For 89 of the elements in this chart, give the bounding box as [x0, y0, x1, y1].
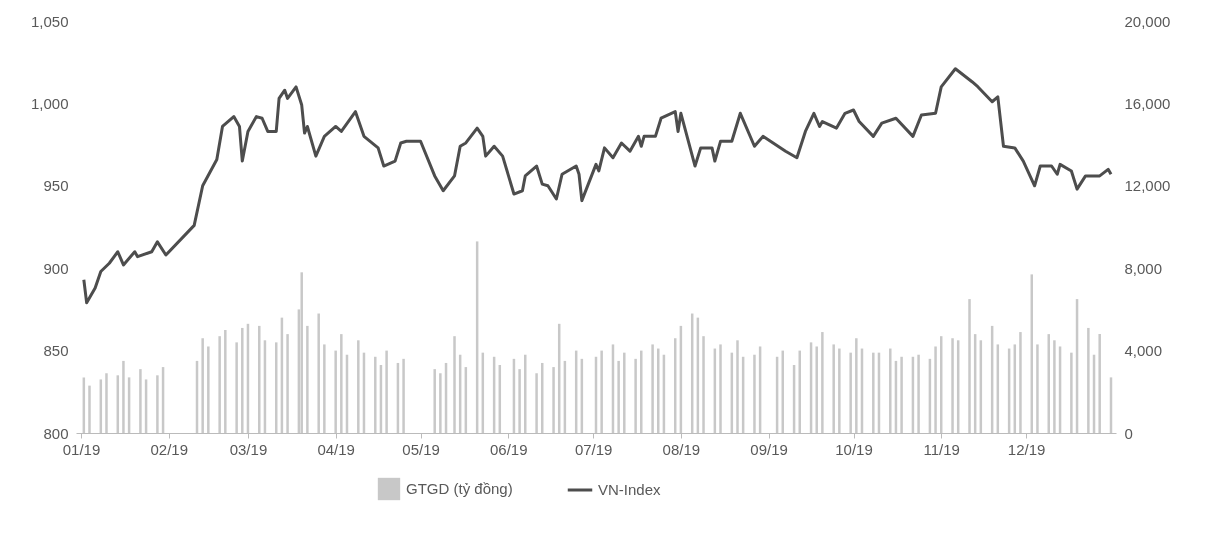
bar [798, 350, 801, 433]
bar [821, 332, 824, 433]
bar [535, 373, 538, 433]
bar [1070, 352, 1073, 433]
line-series [82, 67, 1113, 305]
bar [917, 354, 920, 433]
bar [317, 313, 320, 433]
bar [951, 338, 954, 433]
bar [258, 325, 261, 433]
x-tick-label: 11/19 [923, 440, 960, 458]
bar [855, 338, 858, 433]
bar [357, 340, 360, 433]
bar [552, 367, 555, 433]
x-tick-label: 09/19 [750, 440, 788, 458]
bar [402, 358, 405, 433]
bar [1098, 334, 1101, 433]
bar [139, 369, 142, 433]
x-tick-label: 01/19 [62, 440, 101, 458]
bar [306, 325, 309, 433]
bar [374, 356, 377, 433]
bar [105, 373, 108, 433]
bar [838, 348, 841, 433]
bar [640, 350, 643, 433]
bar [634, 358, 637, 433]
bar [524, 354, 527, 433]
bar [518, 369, 521, 433]
bar [1019, 332, 1022, 433]
x-tick-label: 07/19 [574, 440, 613, 458]
bar [439, 373, 442, 433]
x-tick-label: 02/19 [150, 440, 188, 458]
bar [889, 348, 892, 433]
y2-tick-label: 12,000 [1124, 177, 1171, 195]
bar [968, 299, 971, 433]
x-tick-label: 10/19 [835, 440, 873, 458]
legend-label: GTGD (tỷ đồng) [406, 480, 513, 497]
bar [1087, 327, 1090, 433]
y2-tick-label: 8,000 [1124, 259, 1163, 277]
bar [651, 344, 654, 433]
y2-tick-label: 20,000 [1124, 12, 1171, 30]
y2-tick-label: 0 [1124, 424, 1133, 442]
y2-tick-label: 16,000 [1124, 94, 1171, 112]
bar [207, 346, 210, 433]
bar [753, 354, 756, 433]
bar [617, 360, 620, 433]
y-tick-label: 900 [43, 259, 69, 277]
bar [600, 350, 603, 433]
x-tick-label: 03/19 [229, 440, 268, 458]
bar [88, 385, 91, 433]
bar [849, 352, 852, 433]
bar [122, 360, 125, 433]
bar [1036, 344, 1039, 433]
bar [657, 348, 660, 433]
legend-label: VN-Index [598, 481, 662, 498]
bar [433, 369, 436, 433]
y-tick-label: 1,000 [30, 94, 69, 112]
bar [218, 336, 221, 433]
y2-tick-label: 4,000 [1124, 342, 1163, 360]
bar [241, 327, 244, 433]
y-tick-label: 800 [43, 424, 69, 442]
x-tick-label: 08/19 [662, 440, 701, 458]
bar [623, 352, 626, 433]
bar [702, 336, 705, 433]
bar [1053, 340, 1056, 433]
bar [872, 352, 875, 433]
bar [736, 340, 739, 433]
bar [832, 344, 835, 433]
bar [453, 336, 456, 433]
bar [934, 346, 937, 433]
bar [201, 338, 204, 433]
bar [815, 346, 818, 433]
bar [235, 342, 238, 433]
bar [300, 272, 303, 433]
bar [1047, 334, 1050, 433]
bar [156, 375, 159, 433]
x-tick-label: 04/19 [317, 440, 355, 458]
x-tick-label: 12/19 [1007, 440, 1046, 458]
bar [224, 330, 227, 433]
bar [385, 350, 388, 433]
bar [719, 344, 722, 433]
y-tick-label: 950 [43, 177, 69, 195]
y-tick-label: 850 [43, 342, 69, 360]
bar [286, 334, 289, 433]
bar [334, 350, 337, 433]
x-tick-label: 05/19 [402, 440, 440, 458]
bar [900, 356, 903, 433]
bar [340, 334, 343, 433]
bar [323, 344, 326, 433]
x-tick-label: 06/19 [490, 440, 528, 458]
y-tick-label: 1,050 [30, 12, 69, 30]
